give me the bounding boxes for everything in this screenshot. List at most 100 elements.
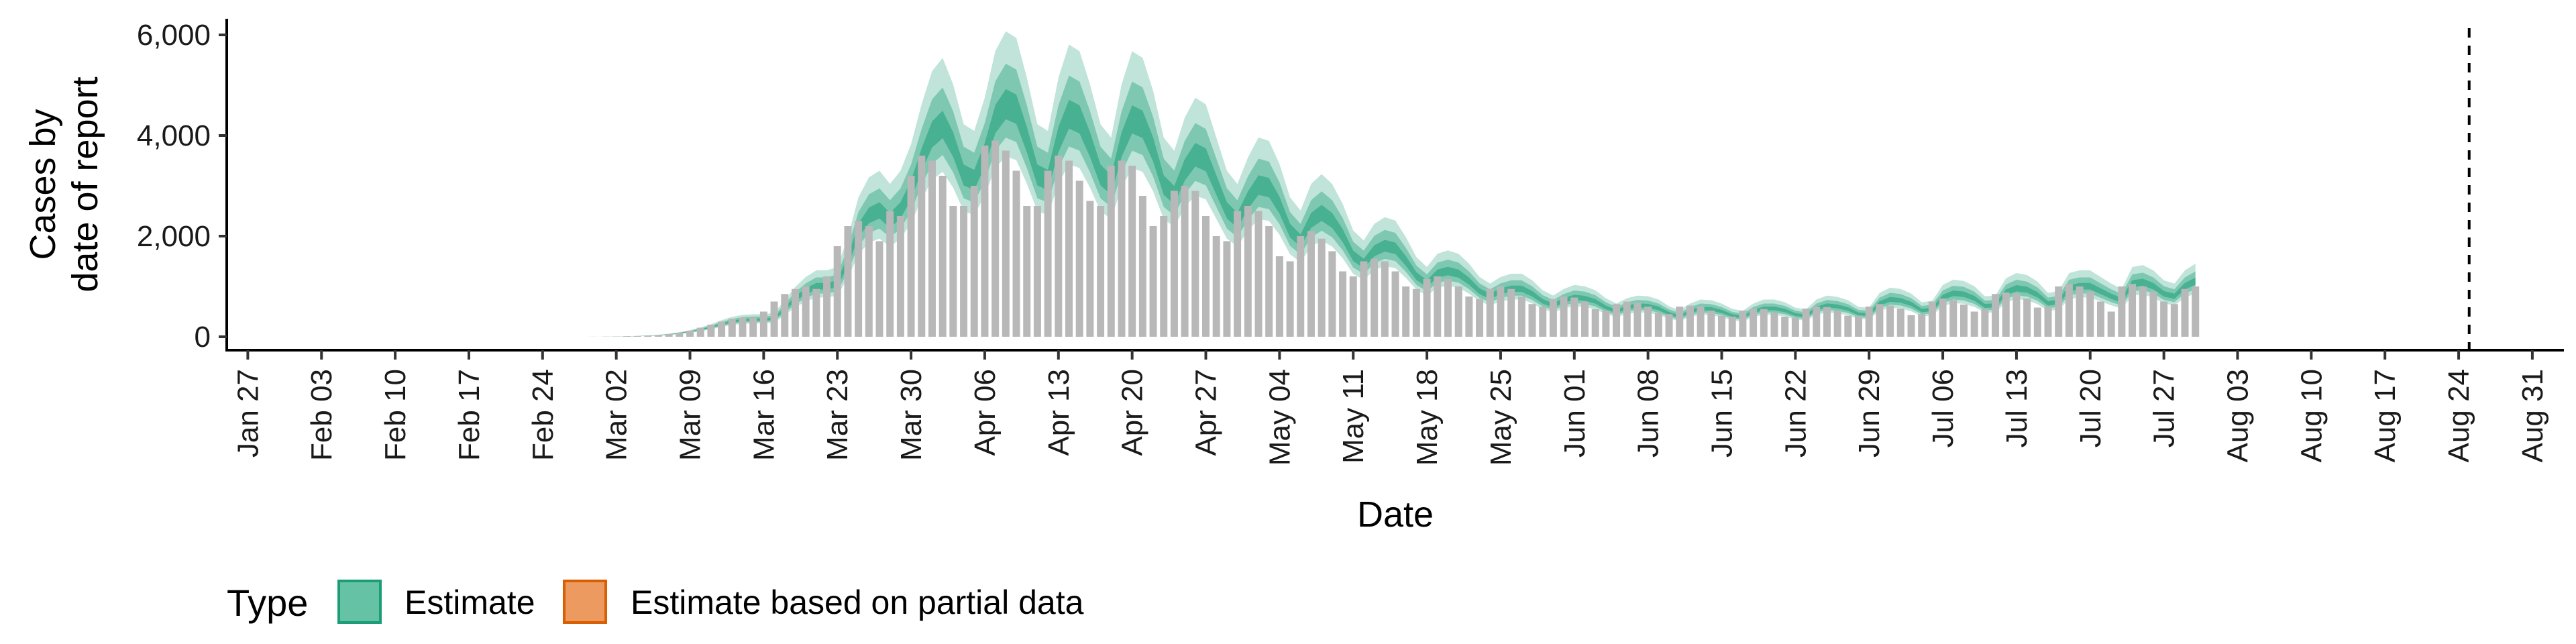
- case-bar: [991, 140, 1000, 337]
- x-tick-label: Feb 10: [379, 369, 412, 461]
- x-tick-label: Jun 15: [1706, 369, 1739, 458]
- case-bar: [1149, 226, 1157, 337]
- case-bar: [802, 286, 810, 337]
- case-bar: [1275, 256, 1283, 337]
- case-bar: [1970, 311, 1978, 337]
- case-bar: [1402, 286, 1410, 337]
- case-bar: [1012, 170, 1020, 337]
- case-bar: [1381, 261, 1389, 337]
- case-bar: [1718, 315, 1725, 337]
- case-bar: [886, 211, 894, 337]
- case-bar: [2055, 286, 2063, 337]
- case-bar: [1633, 303, 1642, 337]
- case-bar: [1244, 206, 1252, 337]
- case-bar: [1118, 160, 1126, 337]
- case-bar: [2076, 286, 2084, 337]
- case-bar: [1234, 211, 1242, 337]
- x-tick-label: Mar 09: [674, 369, 707, 461]
- case-bar: [2086, 291, 2094, 337]
- estimate-ci-50-band: [331, 63, 2196, 337]
- case-bar: [1728, 317, 1736, 337]
- case-bar: [844, 226, 852, 337]
- case-bar: [1865, 307, 1873, 337]
- case-bar: [2065, 284, 2073, 337]
- case-bar: [1570, 297, 1578, 337]
- case-bar: [759, 311, 767, 337]
- x-tick-label: Jan 27: [231, 369, 264, 458]
- case-bar: [1055, 156, 1063, 337]
- case-bar: [938, 176, 947, 337]
- case-bar: [665, 333, 673, 337]
- case-bar: [2033, 307, 2041, 337]
- y-tick-label: 0: [195, 321, 211, 354]
- case-bar: [1876, 304, 1884, 337]
- case-bar: [1486, 288, 1494, 337]
- legend-label-partial: Estimate based on partial data: [631, 584, 1084, 621]
- case-bar: [1823, 307, 1831, 337]
- case-bar: [1697, 307, 1705, 337]
- case-bar: [2107, 311, 2115, 337]
- case-bar: [1497, 286, 1505, 337]
- case-bar: [1107, 166, 1115, 337]
- legend-swatch-partial: [563, 580, 607, 624]
- case-bar: [1360, 261, 1368, 337]
- x-tick-label: Mar 30: [895, 369, 928, 461]
- case-bar: [833, 246, 841, 337]
- case-bar: [2192, 286, 2200, 337]
- case-bar: [1781, 317, 1789, 337]
- y-axis-title-line-1: Cases by: [23, 109, 63, 260]
- case-bar: [728, 319, 736, 337]
- case-bar: [781, 294, 789, 337]
- case-bar: [1613, 304, 1621, 337]
- case-bar: [739, 317, 747, 337]
- case-bar: [749, 317, 757, 337]
- case-bar: [1318, 238, 1326, 337]
- case-bar: [1128, 166, 1136, 337]
- case-bar: [1528, 304, 1536, 337]
- case-bar: [875, 241, 883, 337]
- case-bar: [1023, 206, 1031, 337]
- y-axis-ticks: 0 2,000 4,000 6,000: [137, 19, 227, 354]
- case-bar: [1686, 305, 1694, 337]
- x-tick-label: Apr 20: [1116, 369, 1149, 456]
- case-bar: [1412, 288, 1420, 337]
- case-bar: [1855, 315, 1863, 337]
- case-bar: [791, 288, 799, 337]
- case-bar: [1434, 276, 1442, 337]
- case-bar: [1307, 231, 1315, 337]
- case-bar: [1739, 311, 1747, 337]
- case-bar: [865, 226, 873, 337]
- case-bar: [1833, 311, 1841, 337]
- case-bar: [1844, 315, 1852, 337]
- case-bar: [1992, 294, 2000, 337]
- x-tick-label: Aug 17: [2369, 369, 2402, 462]
- case-bar: [1960, 305, 1968, 337]
- x-axis-ticks: Jan 27 Feb 03 Feb 10 Feb 17 Feb 24 Mar 02 Mar …: [231, 350, 2549, 466]
- case-bar: [2160, 301, 2168, 337]
- case-bar: [2170, 304, 2178, 337]
- y-axis-title-line-2: date of report: [65, 76, 105, 292]
- x-tick-label: Aug 24: [2443, 369, 2475, 462]
- case-bar: [676, 333, 684, 337]
- case-bar: [1591, 309, 1599, 337]
- case-bar: [707, 325, 715, 337]
- x-tick-label: May 04: [1263, 369, 1296, 466]
- case-bar: [1265, 226, 1273, 337]
- case-bar: [1444, 278, 1452, 337]
- x-tick-label: Aug 31: [2516, 369, 2549, 462]
- case-bar: [812, 288, 820, 337]
- case-bar: [918, 156, 926, 337]
- estimate-bands: [331, 31, 2196, 337]
- case-bar: [1539, 307, 1547, 337]
- y-tick-label: 2,000: [137, 220, 211, 253]
- case-bar: [2118, 286, 2126, 337]
- x-tick-label: Feb 17: [453, 369, 486, 461]
- case-bar: [770, 301, 778, 337]
- x-tick-label: May 18: [1411, 369, 1444, 466]
- case-bar: [696, 327, 704, 337]
- y-tick-label: 6,000: [137, 19, 211, 52]
- x-tick-label: Aug 10: [2295, 369, 2328, 462]
- case-bar: [633, 335, 641, 337]
- case-bar: [907, 176, 915, 337]
- case-bar: [1791, 317, 1799, 337]
